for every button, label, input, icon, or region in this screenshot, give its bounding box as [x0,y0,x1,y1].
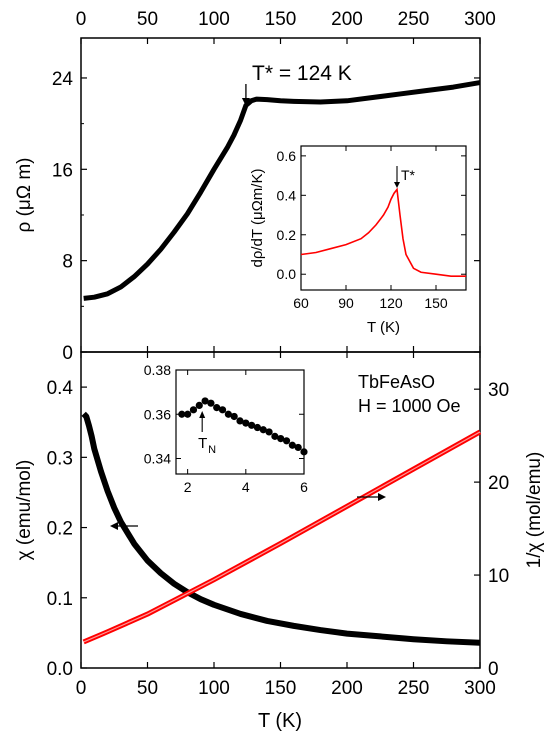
top-inset-xtick-label: 150 [424,295,448,311]
bottom-inset-xtick-label: 4 [242,479,250,495]
left-axis-arrow-head [110,522,118,530]
susceptibility-inset-point [277,434,285,443]
legend-field: H = 1000 Oe [358,396,461,416]
legend-compound: TbFeAsO [358,372,435,392]
top-xtick-label: 200 [331,9,363,30]
bottom-xtick-label: 250 [398,678,430,699]
top-ylabel: ρ (μΩ m) [14,158,35,233]
bottom-xtick-label: 50 [137,678,158,699]
top-inset-xtick-label: 120 [379,295,403,311]
bottom-xtick-label: 100 [198,678,230,699]
susceptibility-inset-point [271,432,279,440]
bottom-xlabel: T (K) [258,710,302,732]
bottom-inset-xtick-label: 6 [300,479,308,495]
susceptibility-inset-point [224,410,232,418]
susceptibility-inset-point [294,443,302,452]
susceptibility-inset-point [259,426,267,434]
bottom-inset-ytick-label: 0.36 [144,406,171,422]
susceptibility-inset-point [253,423,262,432]
bottom-ytick-right-label: 0 [488,659,499,680]
bottom-inset-xtick-label: 2 [184,479,192,495]
top-xtick-label: 150 [265,9,297,30]
top-xtick-label: 300 [464,9,496,30]
top-inset-ytick-label: 0.0 [277,266,297,282]
top-inset-xtick-label: 90 [338,295,354,311]
bottom-ytick-label: 0.1 [47,589,73,610]
top-inset-xlabel: T (K) [367,319,400,336]
top-inset-frame [300,145,467,291]
susceptibility-inset-point [218,406,227,414]
tstar-arrow-head [241,98,250,106]
bottom-xtick-label: 150 [265,678,297,699]
bottom-ytick-label: 0.3 [47,448,73,469]
tn-label: T [198,435,207,452]
inset-tstar-arrow-head [394,182,400,188]
susceptibility-inset-point [248,421,256,429]
bottom-ytick-right-label: 20 [488,473,509,494]
top-inset-ylabel: dρ/dT (μΩm/K) [249,169,266,268]
susceptibility-inset-point [178,410,186,418]
tn-arrow-head [199,411,206,418]
bottom-ytick-right-label: 30 [488,380,509,401]
top-inset-xtick-label: 60 [293,295,309,311]
tn-subscript: N [208,444,216,456]
susceptibility-inset-point [230,412,238,421]
susceptibility-inset-point [242,419,250,427]
top-inset-ytick-label: 0.6 [277,148,297,164]
susceptibility-inset-point [300,448,308,456]
susceptibility-inset-point [189,406,198,414]
top-xtick-label: 0 [76,9,87,30]
tstar-annotation: T* = 124 K [252,62,352,85]
susceptibility-inset-point [265,428,273,436]
susceptibility-inset-point [184,410,192,418]
inverse-chi-curve-highlight [83,431,481,643]
top-inset-ytick-label: 0.4 [277,187,297,203]
inset-tstar-label: T* [401,167,416,183]
bottom-ylabel-right: 1/χ (mol/emu) [524,452,545,569]
top-xtick-label: 250 [398,9,430,30]
susceptibility-inset-point [236,417,244,425]
resistivity-curve [83,80,481,301]
bottom-ytick-label: 0.4 [47,378,74,399]
bottom-xtick-label: 0 [76,678,87,699]
top-ytick-label: 24 [52,69,74,90]
susceptibility-inset-point [282,437,291,445]
bottom-xtick-label: 200 [331,678,363,699]
top-ytick-label: 8 [62,252,73,273]
bottom-ytick-label: 0.2 [47,519,73,540]
top-inset-ytick-label: 0.2 [277,227,297,243]
susceptibility-inset-point [195,401,203,410]
right-axis-arrow-head [378,493,386,501]
top-ytick-label: 0 [62,343,73,364]
bottom-ylabel: χ (emu/mol) [14,460,35,561]
top-xtick-label: 100 [198,9,230,30]
bottom-ytick-label: 0.0 [47,659,73,680]
susceptibility-inset-point [213,404,221,412]
bottom-ytick-right-label: 10 [488,566,509,587]
susceptibility-inset-point [288,441,296,449]
susceptibility-inset-point [207,399,215,407]
chi-curve [81,411,481,646]
bottom-inset-ytick-label: 0.38 [144,362,171,378]
bottom-xtick-label: 300 [464,678,496,699]
bottom-inset-ytick-label: 0.34 [144,451,171,467]
derivative-curve [300,187,466,277]
susceptibility-inset-point [201,397,209,405]
top-ytick-label: 16 [52,160,73,181]
top-xtick-label: 50 [137,9,158,30]
